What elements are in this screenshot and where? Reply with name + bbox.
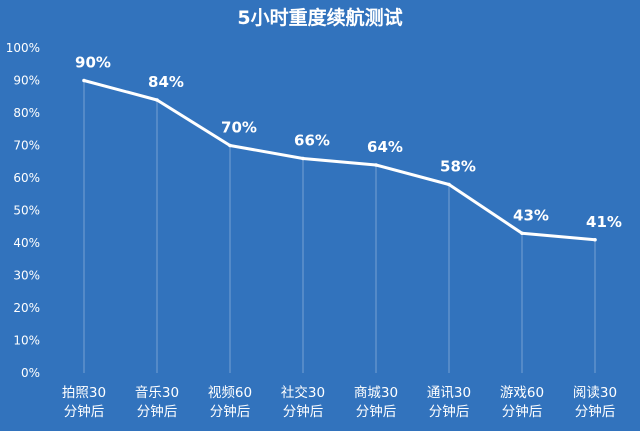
- y-tick-label: 90%: [13, 74, 40, 88]
- data-point: [301, 156, 305, 161]
- data-label: 84%: [148, 73, 184, 91]
- y-tick-label: 40%: [13, 236, 40, 250]
- y-axis-ticks: 0% 10% 20% 30% 40% 50% 60% 70% 80% 90% 100%: [6, 41, 40, 380]
- chart-title: 5小时重度续航测试: [237, 6, 402, 29]
- series-line: [82, 79, 597, 242]
- x-tick-label: 通讯30 分钟后: [427, 385, 471, 420]
- data-label: 64%: [367, 138, 403, 156]
- x-tick-label: 游戏60 分钟后: [500, 385, 544, 420]
- data-label: 41%: [586, 213, 622, 231]
- x-tick-label: 商城30 分钟后: [354, 385, 398, 420]
- data-point: [520, 231, 524, 236]
- series-layer: [82, 78, 597, 242]
- x-tick-label: 视频60 分钟后: [208, 385, 252, 420]
- x-tick-label: 阅读30 分钟后: [573, 385, 617, 420]
- y-tick-label: 0%: [21, 366, 40, 380]
- data-label: 66%: [294, 132, 330, 150]
- x-tick-label: 拍照30 分钟后: [62, 385, 106, 420]
- y-tick-label: 60%: [13, 171, 40, 185]
- y-tick-label: 80%: [13, 106, 40, 120]
- y-tick-label: 20%: [13, 301, 40, 315]
- y-tick-label: 10%: [13, 334, 40, 348]
- x-tick-label: 社交30 分钟后: [281, 384, 325, 420]
- data-point: [155, 98, 159, 102]
- data-label: 43%: [513, 206, 549, 224]
- data-point: [82, 78, 86, 83]
- data-label: 90%: [75, 54, 111, 72]
- y-tick-label: 50%: [13, 204, 40, 218]
- data-labels: 90% 84% 70% 66% 64% 58% 43% 41%: [75, 54, 622, 231]
- data-point: [374, 163, 378, 167]
- y-tick-label: 100%: [6, 41, 40, 55]
- data-label: 70%: [221, 119, 257, 137]
- data-label: 58%: [440, 158, 476, 176]
- y-tick-label: 30%: [13, 269, 40, 283]
- x-tick-label: 音乐30 分钟后: [135, 384, 179, 420]
- data-point: [228, 143, 232, 148]
- grid-lines: [83, 80, 596, 373]
- data-point: [447, 182, 451, 187]
- data-point: [593, 237, 597, 242]
- y-tick-label: 70%: [13, 139, 40, 153]
